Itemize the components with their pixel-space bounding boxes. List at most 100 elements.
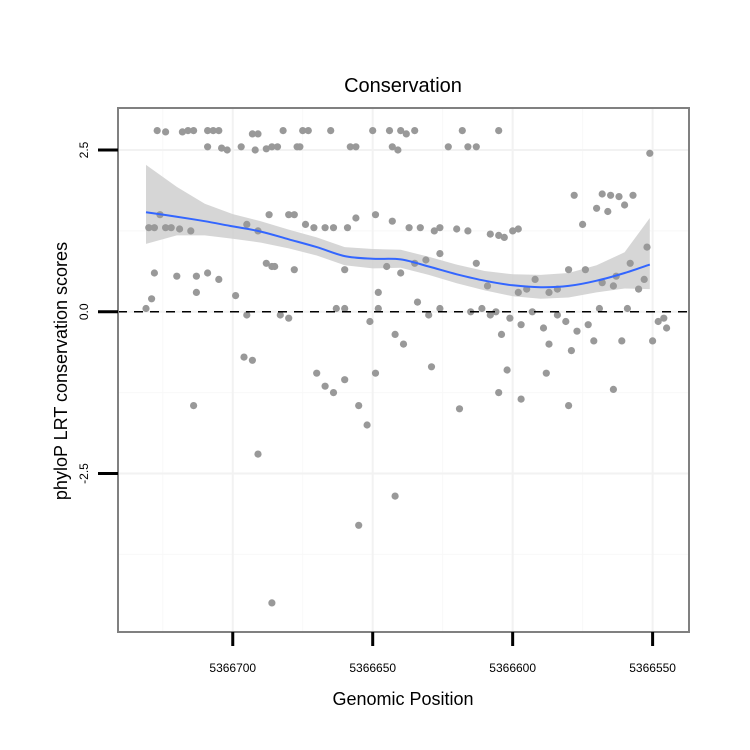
data-point xyxy=(329,224,338,232)
data-point xyxy=(391,492,399,500)
data-point xyxy=(363,421,371,429)
y-tick-label: 2.5 xyxy=(77,141,91,158)
data-point xyxy=(640,275,648,283)
data-point xyxy=(492,308,500,316)
data-point xyxy=(509,227,517,235)
data-point xyxy=(618,337,626,345)
data-point xyxy=(262,259,270,267)
x-tick-label: 5366650 xyxy=(349,661,396,675)
data-point xyxy=(517,321,525,329)
data-point xyxy=(167,224,175,232)
x-axis-title: Genomic Position xyxy=(332,689,473,709)
x-tick-label: 5366600 xyxy=(489,661,536,675)
data-point xyxy=(581,266,590,274)
data-point xyxy=(584,321,592,329)
data-point xyxy=(321,224,329,232)
data-point xyxy=(663,324,671,332)
data-point xyxy=(565,266,573,274)
data-point xyxy=(413,298,422,306)
data-point xyxy=(296,143,304,151)
data-point xyxy=(268,143,276,151)
data-point xyxy=(301,220,310,228)
data-point xyxy=(276,311,284,319)
data-point xyxy=(341,376,349,384)
data-point xyxy=(598,190,606,198)
data-point xyxy=(573,327,581,335)
data-point xyxy=(506,314,514,322)
data-point xyxy=(397,269,405,277)
data-point xyxy=(495,389,503,397)
data-point xyxy=(209,127,217,135)
data-point xyxy=(290,266,298,274)
data-point xyxy=(643,243,651,251)
data-point xyxy=(173,272,181,280)
data-point xyxy=(388,143,396,151)
data-point xyxy=(514,288,522,296)
data-point xyxy=(427,363,436,371)
data-point xyxy=(204,269,212,277)
data-point xyxy=(531,275,539,283)
data-point xyxy=(355,402,363,410)
data-point xyxy=(609,282,618,290)
data-point xyxy=(615,193,623,201)
data-point xyxy=(503,366,511,374)
data-point xyxy=(285,211,293,219)
data-point xyxy=(623,304,632,313)
data-point xyxy=(299,127,307,135)
data-point xyxy=(416,224,424,232)
data-point xyxy=(430,227,438,235)
data-point xyxy=(369,127,377,135)
data-point xyxy=(153,127,161,135)
y-axis-title: phyloP LRT conservation scores xyxy=(51,242,71,500)
data-point xyxy=(607,191,615,199)
data-point xyxy=(388,217,396,225)
data-point xyxy=(635,285,643,293)
data-point xyxy=(436,250,444,258)
data-point xyxy=(254,450,262,458)
data-point xyxy=(629,191,637,199)
data-point xyxy=(422,256,430,264)
data-point xyxy=(472,143,480,151)
data-point xyxy=(604,207,612,216)
data-point xyxy=(271,262,279,271)
data-point xyxy=(383,262,391,271)
data-point xyxy=(374,288,382,296)
data-point xyxy=(472,259,480,267)
axes: 5366700 5366650 5366600 5366550 -2.5 0.0 2.5 xyxy=(77,141,676,675)
data-point xyxy=(290,211,298,219)
chart-title: Conservation xyxy=(344,75,462,97)
data-point xyxy=(150,269,158,277)
data-point xyxy=(402,130,410,138)
data-point xyxy=(464,227,472,235)
data-point xyxy=(142,304,150,313)
data-point xyxy=(444,143,452,151)
data-point xyxy=(405,224,413,232)
data-point xyxy=(486,311,494,319)
data-point xyxy=(545,288,553,296)
data-point xyxy=(397,127,405,135)
x-tick-label: 5366700 xyxy=(209,661,256,675)
data-point xyxy=(215,275,223,283)
data-point xyxy=(243,311,251,319)
data-point xyxy=(192,288,200,296)
data-point xyxy=(313,369,321,377)
data-point xyxy=(514,225,522,233)
data-point xyxy=(321,382,329,390)
data-point xyxy=(371,369,380,377)
data-point xyxy=(192,272,200,280)
data-point xyxy=(248,130,256,138)
plot-panel-border xyxy=(117,107,690,633)
x-tick-label: 5366550 xyxy=(629,661,676,675)
data-point xyxy=(262,145,270,153)
data-point xyxy=(595,304,604,313)
data-point xyxy=(542,369,550,377)
data-point xyxy=(341,266,349,274)
data-point xyxy=(150,224,158,232)
data-point xyxy=(223,146,231,154)
data-point xyxy=(218,144,226,152)
data-point xyxy=(343,224,352,232)
grid-lines xyxy=(118,108,689,632)
data-point xyxy=(528,308,536,316)
data-point xyxy=(178,128,186,136)
